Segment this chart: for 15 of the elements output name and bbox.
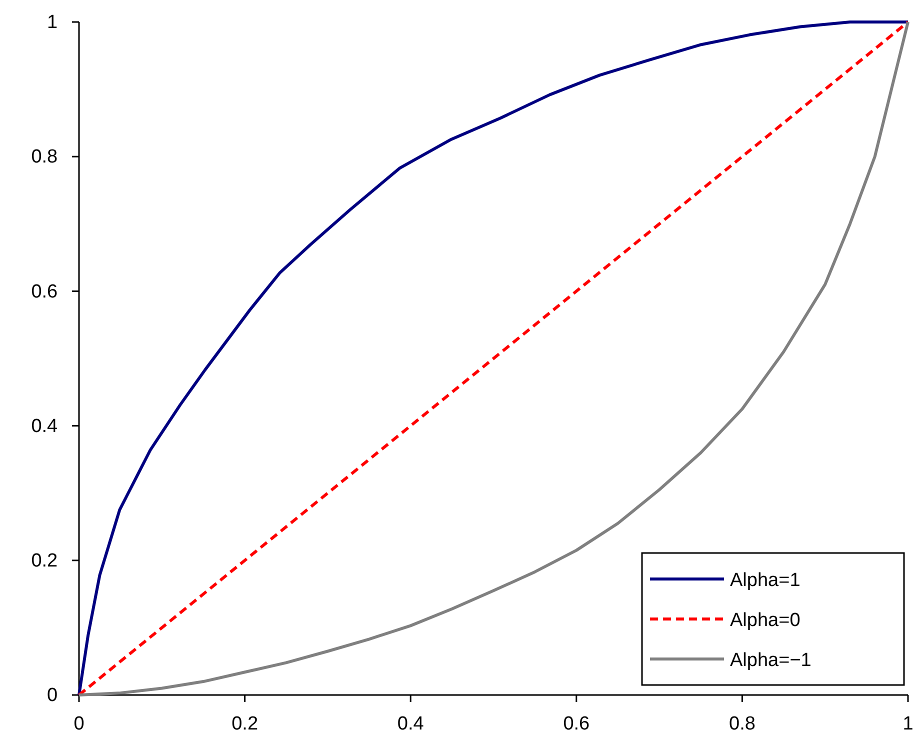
y-tick-label: 0.6 bbox=[31, 281, 58, 302]
y-tick-label: 0.4 bbox=[31, 416, 58, 437]
x-tick-label: 0.4 bbox=[397, 714, 424, 735]
y-tick-label: 1 bbox=[47, 12, 58, 34]
y-tick-label: 0.2 bbox=[31, 550, 58, 572]
legend-label: Alpha=0 bbox=[730, 610, 800, 631]
x-tick-label: 0.8 bbox=[728, 714, 756, 735]
legend-label: Alpha=−1 bbox=[730, 650, 812, 671]
x-tick-label: 0.6 bbox=[563, 714, 590, 735]
x-tick-label: 0 bbox=[74, 714, 84, 735]
x-tick-label: 0.2 bbox=[232, 714, 258, 735]
legend-label: Alpha=1 bbox=[730, 570, 800, 591]
y-tick-label: 0.8 bbox=[31, 146, 58, 168]
y-tick-label: 0 bbox=[47, 685, 58, 706]
x-tick-label: 1 bbox=[902, 714, 913, 735]
